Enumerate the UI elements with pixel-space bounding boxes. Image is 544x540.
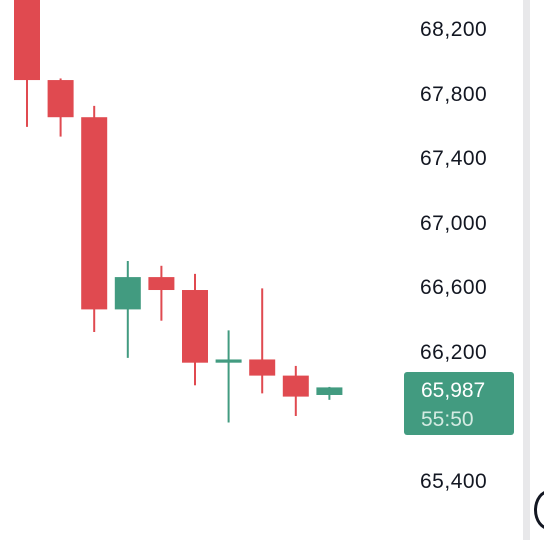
candle-body [182, 290, 208, 363]
candle[interactable] [14, 0, 40, 127]
candle-body [114, 277, 141, 310]
candle[interactable] [215, 330, 242, 423]
candle-body [14, 0, 40, 81]
price-tick-67800: 67,800 [420, 82, 488, 106]
price-tick-67000: 67,000 [420, 211, 488, 235]
candle[interactable] [282, 365, 309, 416]
last-price-badge: 65,987 55:50 [404, 372, 514, 435]
price-tick-68200: 68,200 [420, 18, 488, 41]
candle-body [148, 277, 175, 291]
bar-countdown: 55:50 [421, 408, 474, 431]
price-tick-65400: 65,400 [420, 470, 488, 494]
candle[interactable] [182, 273, 208, 386]
candle-body [249, 359, 276, 376]
price-tick-66600: 66,600 [420, 276, 488, 300]
price-tick-67400: 67,400 [420, 147, 488, 171]
candle-body [282, 375, 309, 397]
candle[interactable] [316, 386, 343, 400]
candle-body [215, 359, 242, 363]
candle-body [316, 387, 343, 395]
candle-body [47, 80, 74, 118]
candle[interactable] [47, 78, 74, 137]
candle[interactable] [249, 288, 276, 394]
candle[interactable] [148, 265, 175, 321]
last-price-value: 65,987 [421, 379, 486, 402]
price-tick-66200: 66,200 [420, 341, 488, 364]
scale-divider [523, 0, 530, 540]
candle[interactable] [81, 105, 108, 333]
candle-body [81, 117, 108, 310]
candle[interactable] [114, 260, 141, 358]
